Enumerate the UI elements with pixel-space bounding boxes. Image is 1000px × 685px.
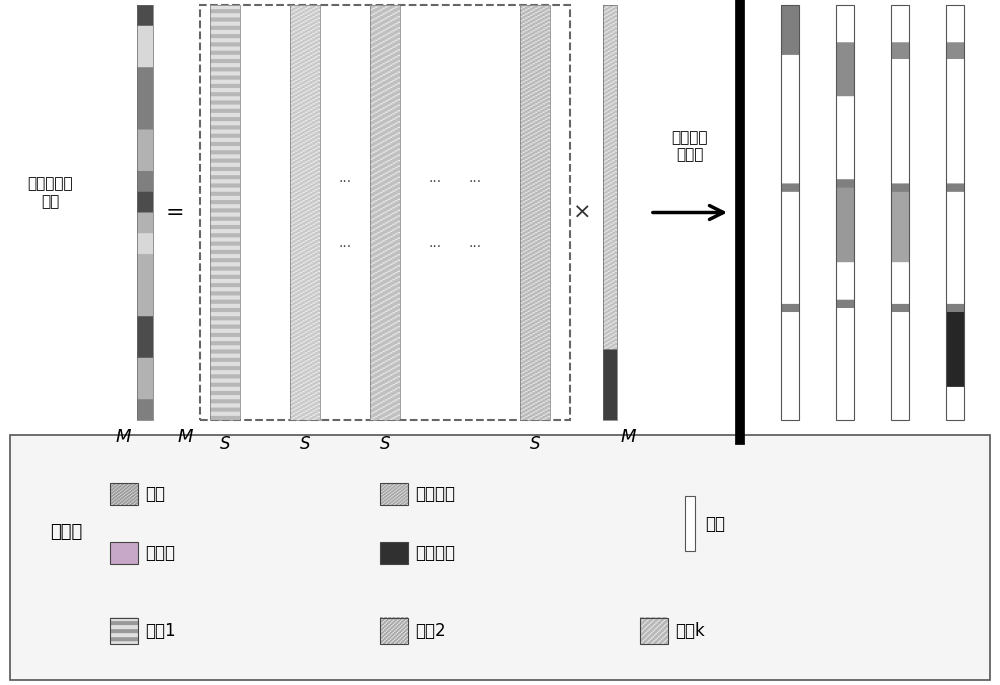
Text: 转速1: 转速1 (145, 622, 176, 640)
Text: ...: ... (338, 236, 352, 249)
Text: N: N (792, 0, 802, 2)
Text: 转速k: 转速k (675, 622, 705, 640)
Text: 转速2: 转速2 (415, 622, 446, 640)
Text: S: S (380, 435, 390, 453)
Bar (640, 618, 668, 644)
Text: 置零: 置零 (705, 514, 725, 532)
Text: ...: ... (428, 236, 442, 249)
Text: M: M (177, 428, 193, 446)
Text: S: S (300, 435, 310, 453)
Bar (946, 5, 964, 420)
Bar (10, 435, 990, 680)
Text: M: M (115, 428, 131, 446)
Text: 外环故障: 外环故障 (415, 544, 455, 562)
Text: 压缩的待测
信号: 压缩的待测 信号 (27, 176, 73, 209)
Bar (380, 618, 408, 644)
Text: 滚动体: 滚动体 (145, 544, 175, 562)
Text: 自适应分
类向量: 自适应分 类向量 (672, 130, 708, 162)
Text: M: M (620, 428, 636, 446)
Bar (603, 5, 617, 420)
Bar (836, 5, 854, 420)
Bar (200, 5, 570, 420)
Bar (370, 5, 400, 420)
Text: ...: ... (468, 171, 482, 184)
Bar (520, 5, 550, 420)
Bar (110, 542, 138, 564)
Bar (891, 5, 909, 420)
Bar (210, 5, 240, 420)
Bar (781, 5, 799, 420)
Text: B: B (903, 0, 911, 2)
Text: 内环故障: 内环故障 (415, 485, 455, 503)
Bar (380, 542, 408, 564)
Text: I: I (850, 0, 854, 2)
Text: S: S (530, 435, 540, 453)
Text: ...: ... (468, 236, 482, 249)
Text: S: S (220, 435, 230, 453)
Bar (137, 5, 153, 420)
Bar (290, 5, 320, 420)
Text: 图例：: 图例： (50, 523, 82, 542)
Bar (685, 496, 695, 551)
Bar (110, 618, 138, 644)
Text: ...: ... (338, 171, 352, 184)
Text: 正常: 正常 (145, 485, 165, 503)
Text: ...: ... (428, 171, 442, 184)
Bar (380, 483, 408, 505)
Text: ×: × (573, 203, 591, 223)
Bar (110, 483, 138, 505)
Text: o: o (958, 0, 966, 2)
Text: =: = (166, 203, 184, 223)
